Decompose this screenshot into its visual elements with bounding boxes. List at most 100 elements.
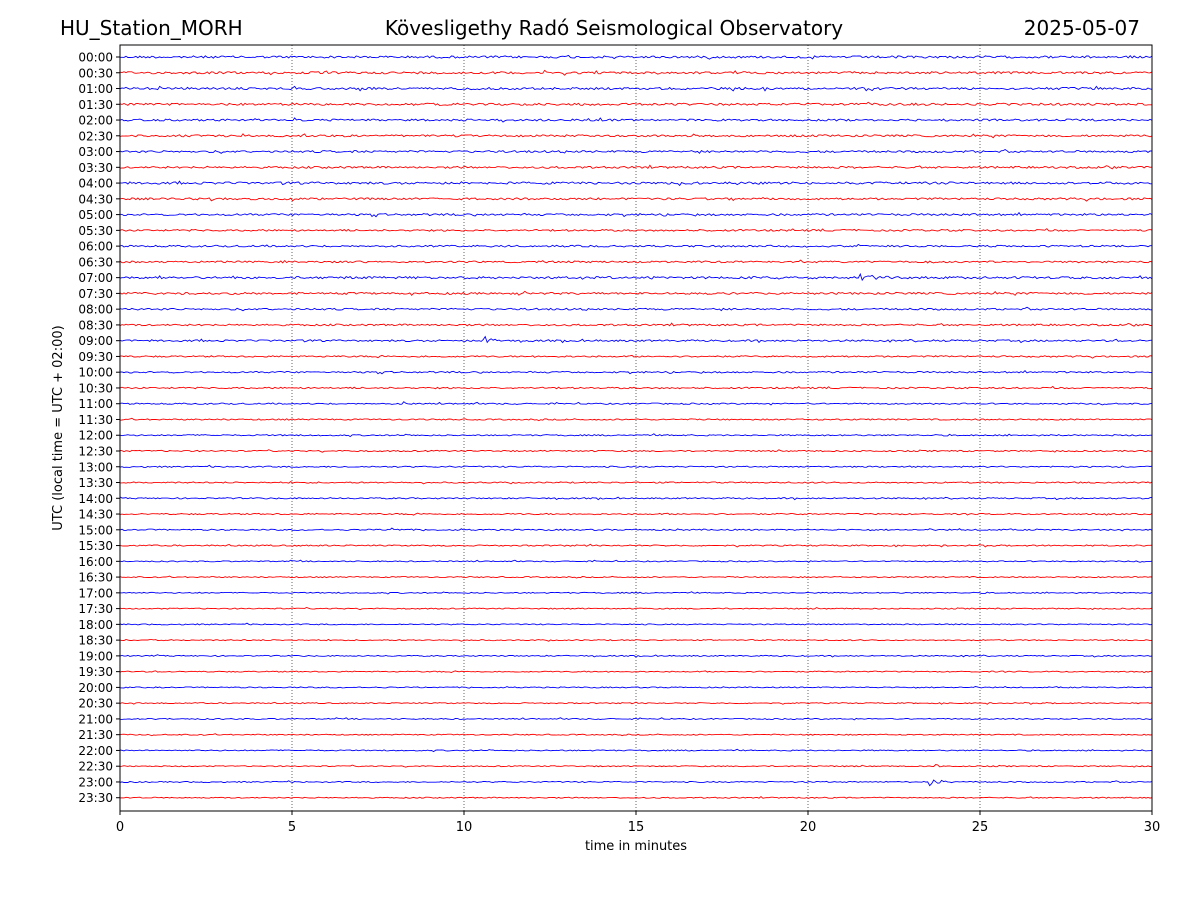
trace-0630 bbox=[119, 259, 1153, 264]
y-tick-label: 01:30 bbox=[78, 98, 113, 112]
y-tick-label: 07:00 bbox=[78, 271, 113, 285]
trace-0300 bbox=[119, 148, 1152, 154]
trace-0730 bbox=[119, 290, 1153, 296]
y-tick-label: 14:00 bbox=[78, 492, 113, 506]
y-tick-label: 09:00 bbox=[78, 334, 113, 348]
trace-1730 bbox=[119, 607, 1153, 611]
trace-0700 bbox=[119, 272, 1153, 282]
y-tick-label: 06:30 bbox=[78, 255, 113, 269]
trace-1800 bbox=[119, 622, 1153, 626]
x-axis-label: time in minutes bbox=[585, 839, 687, 854]
trace-0230 bbox=[119, 133, 1153, 139]
y-axis-label: UTC (local time = UTC + 02:00) bbox=[51, 325, 66, 530]
trace-0430 bbox=[119, 196, 1153, 202]
x-tick-label: 0 bbox=[116, 820, 124, 835]
y-tick-label: 22:00 bbox=[78, 744, 113, 758]
x-tick-label: 20 bbox=[800, 820, 817, 835]
y-tick-label: 12:30 bbox=[78, 445, 113, 459]
station-name: HU_Station_MORH bbox=[60, 16, 243, 40]
y-tick-label: 02:00 bbox=[78, 114, 113, 128]
y-tick-label: 16:00 bbox=[78, 555, 113, 569]
y-tick-label: 16:30 bbox=[78, 571, 113, 585]
trace-1700 bbox=[119, 591, 1153, 595]
y-tick-label: 17:30 bbox=[78, 602, 113, 616]
y-tick-label: 03:00 bbox=[78, 145, 113, 159]
y-tick-label: 01:00 bbox=[78, 82, 113, 96]
trace-2300 bbox=[119, 779, 1153, 787]
grid-lines bbox=[291, 45, 981, 811]
trace-2200 bbox=[119, 748, 1153, 753]
trace-0930 bbox=[119, 354, 1153, 359]
y-tick-label: 21:00 bbox=[78, 712, 113, 726]
trace-1200 bbox=[119, 433, 1152, 438]
x-tick-label: 25 bbox=[972, 820, 989, 835]
y-tick-label: 19:30 bbox=[78, 665, 113, 679]
trace-0100 bbox=[119, 85, 1153, 92]
y-tick-label: 20:00 bbox=[78, 681, 113, 695]
trace-0030 bbox=[119, 69, 1153, 76]
y-tick-label: 13:30 bbox=[78, 476, 113, 490]
chart-date: 2025-05-07 bbox=[1023, 16, 1140, 40]
y-tick-label: 19:00 bbox=[78, 649, 113, 663]
trace-1600 bbox=[119, 559, 1153, 563]
y-tick-label: 13:00 bbox=[78, 460, 113, 474]
trace-2030 bbox=[119, 701, 1153, 705]
trace-1830 bbox=[119, 638, 1153, 642]
y-tick-label: 18:00 bbox=[78, 618, 113, 632]
trace-2230 bbox=[119, 764, 1153, 768]
trace-1500 bbox=[119, 527, 1153, 532]
trace-1630 bbox=[119, 575, 1153, 579]
y-tick-label: 22:30 bbox=[78, 760, 113, 774]
trace-0600 bbox=[119, 243, 1152, 248]
y-tick-label: 11:00 bbox=[78, 397, 113, 411]
trace-1400 bbox=[119, 496, 1153, 501]
y-tick-label: 10:00 bbox=[78, 366, 113, 380]
x-tick-label: 30 bbox=[1144, 820, 1161, 835]
trace-0130 bbox=[119, 101, 1152, 107]
trace-0400 bbox=[119, 180, 1152, 187]
y-tick-label: 08:00 bbox=[78, 303, 113, 317]
y-tick-label: 06:00 bbox=[78, 240, 113, 254]
y-tick-label: 18:30 bbox=[78, 634, 113, 648]
y-tick-label: 15:00 bbox=[78, 523, 113, 537]
trace-0530 bbox=[119, 228, 1153, 232]
trace-1030 bbox=[119, 385, 1153, 390]
y-tick-label: 12:00 bbox=[78, 429, 113, 443]
y-tick-label: 07:30 bbox=[78, 287, 113, 301]
trace-0900 bbox=[119, 335, 1153, 344]
trace-1900 bbox=[119, 654, 1153, 658]
y-tick-label: 20:30 bbox=[78, 697, 113, 711]
y-tick-label: 04:00 bbox=[78, 177, 113, 191]
y-tick-label: 05:30 bbox=[78, 224, 113, 238]
x-tick-label: 10 bbox=[456, 820, 473, 835]
y-tick-label: 05:00 bbox=[78, 208, 113, 222]
y-tick-label: 10:30 bbox=[78, 381, 113, 395]
y-tick-label: 04:30 bbox=[78, 192, 113, 206]
y-tick-label: 14:30 bbox=[78, 508, 113, 522]
trace-2100 bbox=[119, 717, 1153, 721]
seismic-traces bbox=[119, 54, 1153, 799]
trace-1530 bbox=[119, 543, 1153, 548]
trace-1330 bbox=[120, 481, 1153, 485]
trace-1100 bbox=[119, 401, 1153, 406]
x-tick-label: 5 bbox=[288, 820, 296, 835]
trace-0830 bbox=[119, 322, 1152, 327]
trace-2000 bbox=[119, 685, 1153, 689]
trace-2330 bbox=[119, 796, 1153, 799]
trace-1300 bbox=[119, 464, 1153, 468]
trace-1000 bbox=[119, 370, 1153, 375]
y-tick-label: 15:30 bbox=[78, 539, 113, 553]
y-tick-label: 08:30 bbox=[78, 318, 113, 332]
trace-1430 bbox=[119, 512, 1153, 516]
y-tick-label: 09:30 bbox=[78, 350, 113, 364]
trace-0800 bbox=[119, 306, 1152, 312]
trace-1930 bbox=[119, 670, 1153, 674]
y-tick-label: 17:00 bbox=[78, 586, 113, 600]
trace-1130 bbox=[119, 417, 1153, 422]
y-tick-label: 00:30 bbox=[78, 66, 113, 80]
trace-1230 bbox=[119, 449, 1153, 453]
y-tick-label: 03:30 bbox=[78, 161, 113, 175]
trace-0330 bbox=[119, 164, 1153, 170]
